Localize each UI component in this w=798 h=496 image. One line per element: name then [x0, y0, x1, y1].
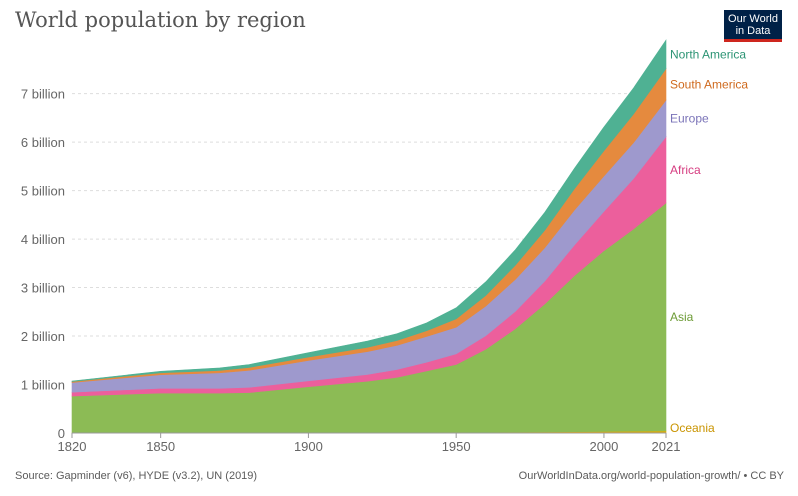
- owid-logo[interactable]: Our World in Data: [724, 10, 782, 42]
- y-tick-label: 6 billion: [21, 135, 65, 150]
- y-tick-label: 0: [58, 426, 65, 441]
- series-label-europe: Europe: [670, 111, 709, 125]
- x-tick-label: 2021: [652, 439, 681, 454]
- series-labels: Oceania Asia Africa Europe South America Nort…: [670, 47, 748, 435]
- series-label-south-america: South America: [670, 77, 748, 91]
- chart-title: World population by region: [15, 8, 306, 32]
- y-tick-label: 5 billion: [21, 184, 65, 199]
- series-label-africa: Africa: [670, 163, 701, 177]
- y-tick-label: 3 billion: [21, 281, 65, 296]
- series-label-asia: Asia: [670, 310, 694, 324]
- series-label-oceania: Oceania: [670, 421, 715, 435]
- x-tick-label: 1900: [294, 439, 323, 454]
- area-series: [71, 39, 667, 434]
- y-tick-label: 7 billion: [21, 87, 65, 102]
- source-note: Source: Gapminder (v6), HYDE (v3.2), UN …: [15, 470, 258, 482]
- y-tick-label: 1 billion: [21, 378, 65, 393]
- y-tick-label: 2 billion: [21, 329, 65, 344]
- series-label-north-america: North America: [670, 47, 746, 61]
- x-tick-label: 1850: [146, 439, 175, 454]
- y-axis: 0 1 billion 2 billion 3 billion 4 billion 5 b…: [21, 87, 65, 441]
- x-tick-label: 1820: [58, 439, 87, 454]
- x-axis: 1820 1850 1900 1950 2000 2021: [58, 432, 681, 454]
- x-tick-label: 2000: [589, 439, 618, 454]
- logo-line-2: in Data: [735, 25, 771, 37]
- logo-line-1: Our World: [728, 13, 778, 25]
- x-tick-label: 1950: [442, 439, 471, 454]
- area-north-america[interactable]: [71, 39, 667, 382]
- y-tick-label: 4 billion: [21, 232, 65, 247]
- credit-link[interactable]: OurWorldInData.org/world-population-grow…: [518, 470, 784, 482]
